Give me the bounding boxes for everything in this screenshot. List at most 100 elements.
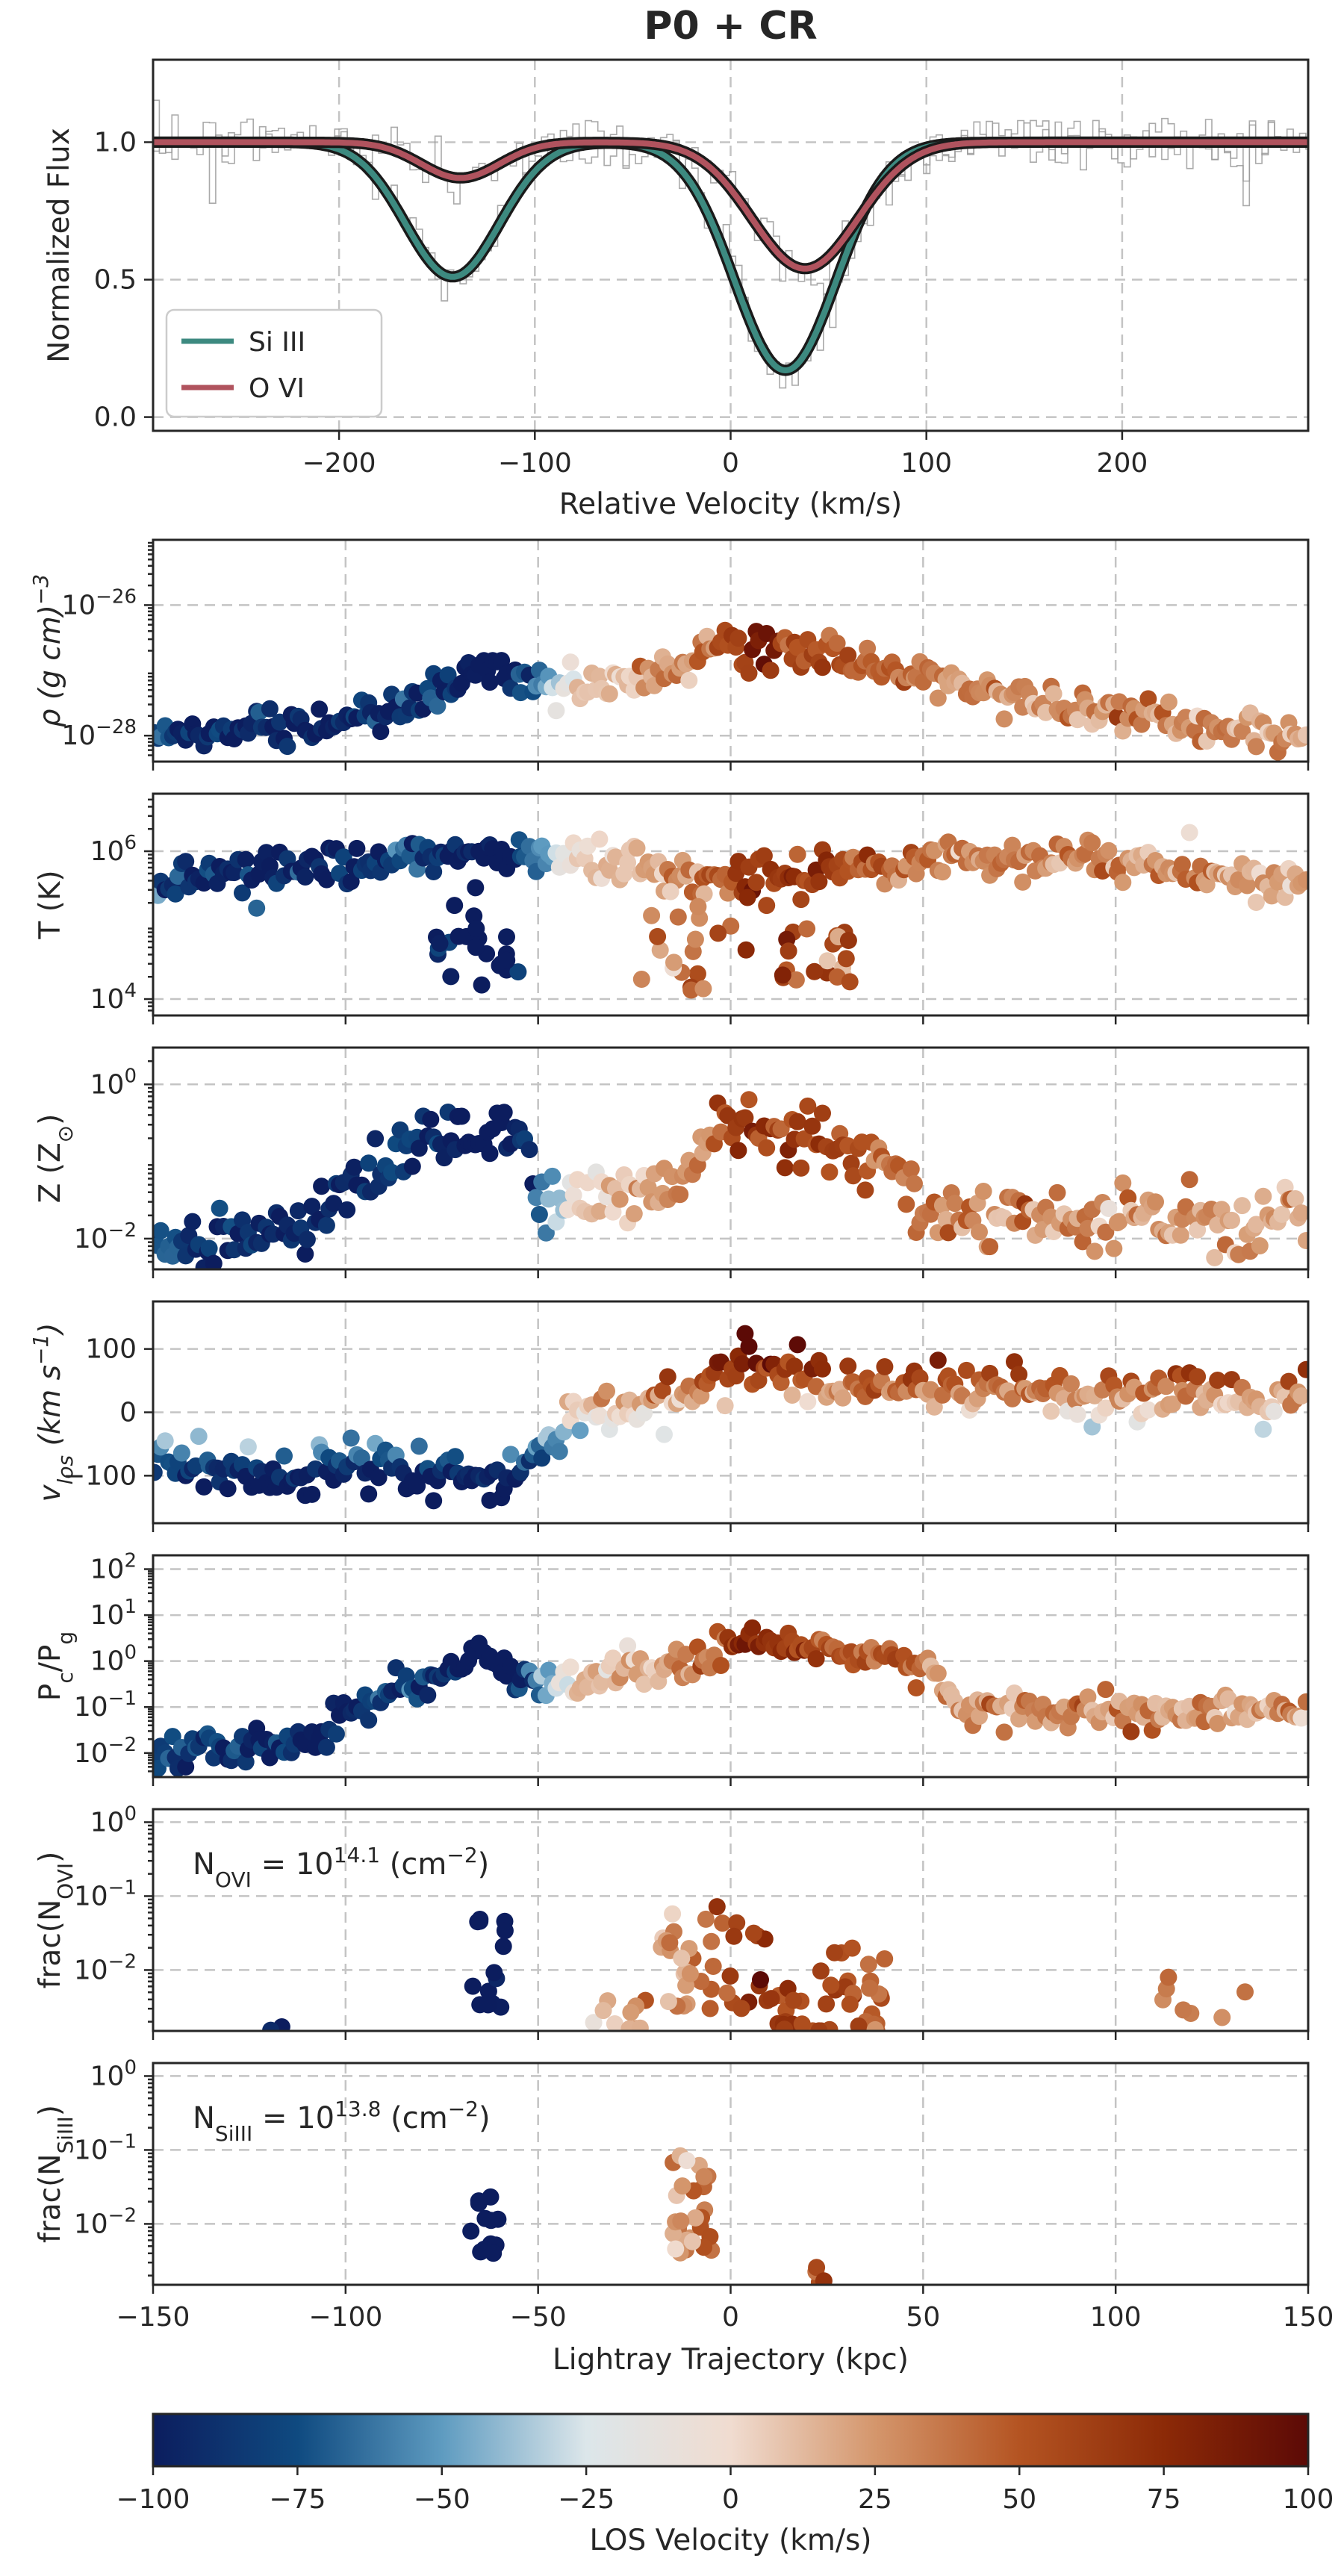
Z-point bbox=[591, 1202, 609, 1220]
Z-point bbox=[338, 1201, 356, 1219]
T-point bbox=[225, 864, 243, 882]
fracSiIII-point bbox=[485, 2244, 503, 2262]
spectrum-y-tick-label: 0.5 bbox=[94, 265, 137, 296]
pc-point bbox=[1219, 1690, 1237, 1708]
spectrum-y-tick-label: 0.0 bbox=[94, 402, 137, 433]
vlos-point bbox=[1297, 1360, 1308, 1378]
fracOVI-point bbox=[866, 2020, 884, 2031]
T-points bbox=[153, 824, 1308, 999]
vlos-point bbox=[1292, 1387, 1308, 1405]
Z-point bbox=[856, 1181, 874, 1199]
Z-point bbox=[639, 1178, 657, 1196]
vlos-point bbox=[733, 1355, 751, 1373]
fracOVI-y-tick-label: 10−1 bbox=[74, 1876, 137, 1911]
Z-point bbox=[537, 1224, 555, 1242]
rho-point bbox=[859, 639, 877, 657]
colorbar-tick-label: 100 bbox=[1283, 2484, 1334, 2515]
fracOVI-point bbox=[859, 1956, 877, 1973]
fracSiIII-point bbox=[482, 2188, 500, 2206]
Z-point bbox=[902, 1160, 920, 1178]
Z-y-tick-label: 10−2 bbox=[74, 1219, 137, 1254]
Z-point bbox=[200, 1239, 218, 1257]
vlos-point bbox=[502, 1446, 520, 1463]
spectrum-xlabel: Relative Velocity (km/s) bbox=[559, 488, 903, 521]
panel-T: 104 106 T (K) bbox=[34, 792, 1310, 1024]
vlos-point bbox=[571, 1422, 589, 1440]
T-point bbox=[258, 844, 276, 862]
Z-point bbox=[410, 1139, 428, 1157]
fracOVI-point bbox=[812, 1962, 830, 1980]
Z-point bbox=[153, 1222, 169, 1239]
T-cold-point bbox=[806, 962, 824, 980]
pc-point bbox=[744, 1619, 762, 1637]
fracSiIII-point bbox=[683, 2233, 701, 2250]
Z-point bbox=[527, 1189, 545, 1207]
Z-point bbox=[897, 1195, 915, 1213]
fracOVI-point bbox=[818, 1995, 836, 2013]
vlos-point bbox=[1097, 1399, 1115, 1417]
Z-point bbox=[1292, 1204, 1308, 1222]
Z-point bbox=[729, 1142, 747, 1160]
vlos-point bbox=[814, 1360, 831, 1378]
pc-point bbox=[1209, 1714, 1227, 1732]
T-point bbox=[348, 839, 366, 857]
rho-point bbox=[547, 702, 565, 720]
T-point bbox=[296, 868, 314, 886]
rho-ylabel: ρ (g cm)−3 bbox=[28, 574, 68, 727]
pc-point bbox=[360, 1711, 378, 1729]
T-point bbox=[788, 845, 806, 863]
Z-point bbox=[1114, 1174, 1132, 1192]
T-cold-point bbox=[442, 968, 460, 986]
fracOVI-point bbox=[703, 1932, 721, 1950]
T-cold-point bbox=[695, 885, 713, 903]
T-cold-point bbox=[498, 951, 516, 969]
vlos-point bbox=[410, 1437, 428, 1455]
fracOVI-point bbox=[492, 1998, 510, 2016]
fracOVI-point bbox=[728, 1914, 746, 1932]
Z-point bbox=[1180, 1171, 1198, 1189]
Z-point bbox=[803, 1117, 821, 1135]
spectrum-x-tick-label: −200 bbox=[302, 448, 376, 479]
colorbar-tick-label: −50 bbox=[414, 2484, 470, 2515]
Z-point bbox=[981, 1238, 999, 1256]
T-cold-point bbox=[467, 939, 485, 956]
Z-point bbox=[758, 1139, 776, 1157]
fracOVI-point bbox=[606, 2015, 623, 2031]
fracOVI-point bbox=[714, 1914, 732, 1932]
vlos-point bbox=[957, 1361, 975, 1379]
rho-point bbox=[995, 710, 1013, 728]
vlos-point bbox=[591, 1407, 609, 1425]
rho-point bbox=[561, 653, 579, 671]
colorbar-fill bbox=[153, 2414, 1308, 2466]
pc-point bbox=[1297, 1693, 1308, 1711]
Z-point bbox=[303, 1198, 321, 1216]
rho-point bbox=[279, 738, 296, 756]
T-point bbox=[628, 839, 646, 857]
fracOVI-point bbox=[718, 1984, 736, 2002]
vlos-point bbox=[1068, 1405, 1086, 1423]
fracOVI-point bbox=[876, 1950, 894, 1967]
fracOVI-point bbox=[850, 2017, 868, 2031]
x-axis-label: Lightray Trajectory (kpc) bbox=[553, 2343, 909, 2377]
fracOVI-point bbox=[262, 2021, 280, 2031]
fracSiIII-points bbox=[462, 2147, 833, 2285]
T-cold-point bbox=[669, 908, 687, 926]
vlos-point bbox=[635, 1404, 653, 1422]
T-ylabel: T (K) bbox=[34, 870, 67, 939]
vlos-point bbox=[425, 1492, 443, 1510]
colorbar-tick-label: 75 bbox=[1147, 2484, 1181, 2515]
T-cold-point bbox=[837, 950, 855, 968]
rho-point bbox=[439, 666, 457, 684]
T-point bbox=[1198, 876, 1216, 894]
pc-y-tick-label: 101 bbox=[90, 1596, 137, 1631]
pc-y-tick-label: 100 bbox=[90, 1642, 137, 1677]
vlos-point bbox=[1010, 1366, 1028, 1384]
fracOVI-point bbox=[673, 1950, 691, 1967]
T-point bbox=[1297, 871, 1308, 889]
fracOVI-points bbox=[262, 1898, 1254, 2031]
fracSiIII-frame bbox=[152, 2062, 1310, 2286]
rho-point bbox=[1233, 722, 1251, 740]
rho-point bbox=[929, 689, 947, 707]
